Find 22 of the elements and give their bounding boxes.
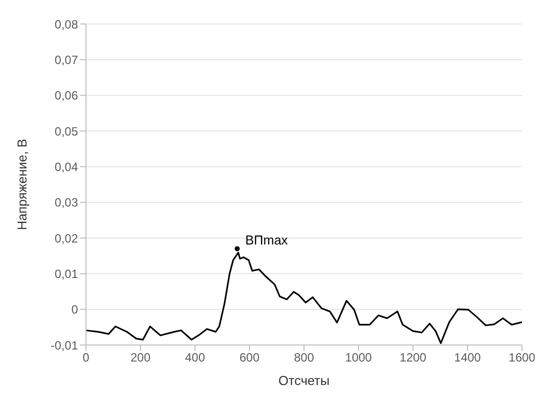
x-tick-label: 600 — [239, 350, 260, 365]
x-tick-label: 0 — [82, 350, 90, 365]
y-tick-label: -0,01 — [50, 338, 78, 352]
x-tick-label: 1400 — [454, 350, 482, 365]
x-axis-title: Отсчеты — [278, 373, 330, 388]
y-tick-label: 0,05 — [54, 124, 78, 138]
y-tick-label: 0,01 — [54, 266, 78, 281]
y-tick-label: 0,06 — [54, 88, 78, 103]
y-tick-label: 0,02 — [54, 231, 78, 246]
x-tick-label: 400 — [184, 350, 206, 365]
y-tick-label: 0,04 — [54, 160, 78, 174]
y-axis-title: Напряжение, В — [14, 138, 30, 230]
x-tick-label: 1000 — [345, 350, 372, 365]
x-tick-label: 1200 — [400, 350, 427, 365]
y-tick-label: 0,07 — [54, 52, 78, 67]
x-tick-label: 1600 — [508, 350, 536, 365]
x-tick-label: 800 — [294, 350, 314, 365]
annotation: ВПmax — [245, 232, 288, 248]
y-tick-label: 0,08 — [54, 17, 78, 32]
y-tick-label: 0 — [71, 302, 78, 317]
y-tick-label: 0,03 — [54, 196, 78, 210]
x-tick-label: 200 — [130, 350, 151, 365]
